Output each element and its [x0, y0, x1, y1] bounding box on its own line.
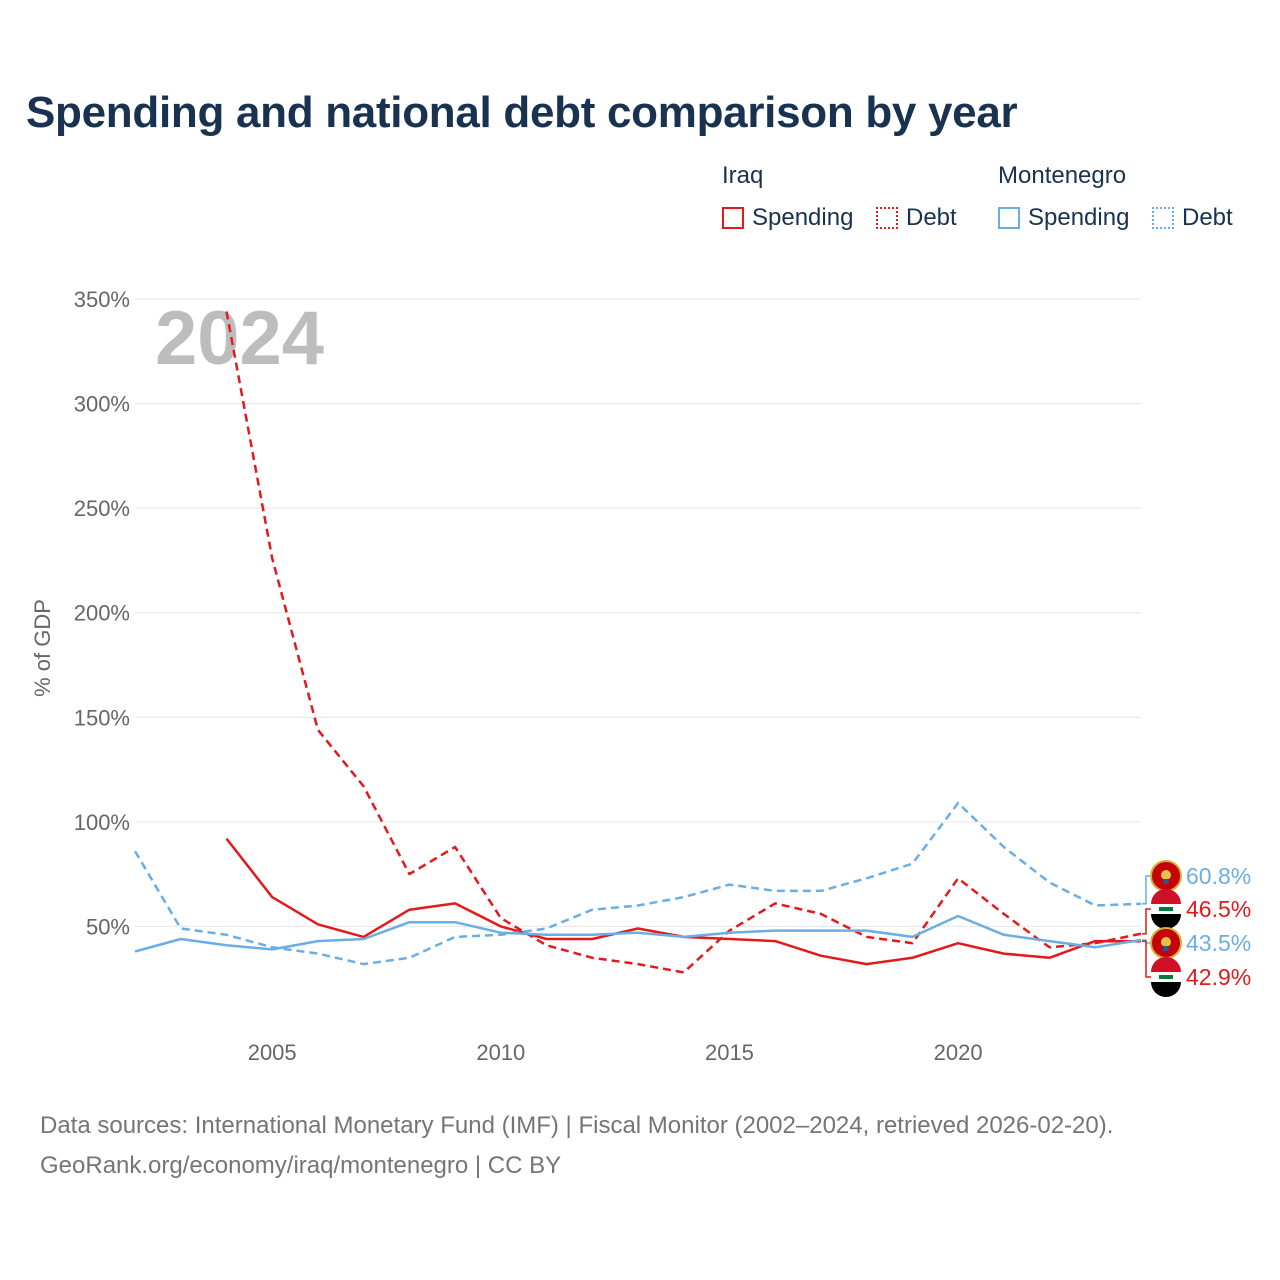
- legend-iraq-title: Iraq: [722, 162, 764, 189]
- legend-iraq-spending[interactable]: Spending: [722, 204, 853, 232]
- gridlines: [135, 298, 1141, 927]
- dotted-swatch-icon: [876, 207, 898, 229]
- end-value-label: 43.5%: [1186, 930, 1251, 956]
- iraq-flag-icon: [1151, 957, 1181, 997]
- end-value-label: 60.8%: [1186, 863, 1251, 889]
- montenegro-flag-icon: [1150, 927, 1182, 959]
- solid-swatch-icon: [998, 207, 1020, 229]
- legend-montenegro-spending-label: Spending: [1028, 204, 1130, 231]
- montenegro-spending-line[interactable]: [134, 914, 1142, 953]
- y-tick-label: 350%: [74, 287, 130, 312]
- y-tick-label: 250%: [74, 496, 130, 521]
- end-label-connector: [1142, 875, 1151, 905]
- dotted-swatch-icon: [1152, 207, 1174, 229]
- end-label-connector: [1142, 908, 1151, 935]
- legend-montenegro-spending[interactable]: Spending: [998, 204, 1129, 232]
- y-axis-label: % of GDP: [30, 599, 55, 697]
- legend-montenegro-debt-label: Debt: [1182, 204, 1233, 231]
- y-tick-label: 50%: [86, 914, 130, 939]
- y-tick-label: 100%: [74, 810, 130, 835]
- legend-iraq-spending-label: Spending: [752, 204, 854, 231]
- montenegro-debt-line[interactable]: [133, 801, 1142, 966]
- y-axis-ticks: 50% 100% 150% 200% 250% 300% 350%: [74, 287, 130, 939]
- legend-montenegro-debt[interactable]: Debt: [1152, 204, 1233, 232]
- legend-iraq: Iraq Spending Debt: [722, 162, 982, 242]
- attribution-link[interactable]: GeoRank.org/economy/iraq/montenegro | CC…: [40, 1152, 562, 1179]
- y-tick-label: 200%: [74, 601, 130, 626]
- iraq-flag-icon: [1151, 889, 1181, 929]
- y-tick-label: 150%: [74, 705, 130, 730]
- chart-title: Spending and national debt comparison by…: [26, 88, 1018, 137]
- x-tick-label: 2005: [248, 1040, 297, 1065]
- legend-iraq-debt[interactable]: Debt: [876, 204, 957, 232]
- x-tick-label: 2020: [934, 1040, 983, 1065]
- series-lines: [133, 311, 1142, 974]
- end-value-label: 46.5%: [1186, 896, 1251, 922]
- x-tick-label: 2010: [476, 1040, 525, 1065]
- iraq-debt-line[interactable]: [225, 311, 1142, 974]
- footer: Data sources: International Monetary Fun…: [40, 1106, 1113, 1186]
- legend-montenegro: Montenegro Spending Debt: [998, 162, 1258, 242]
- solid-swatch-icon: [722, 207, 744, 229]
- montenegro-flag-icon: [1150, 860, 1182, 892]
- x-tick-label: 2015: [705, 1040, 754, 1065]
- iraq-spending-line[interactable]: [225, 837, 1142, 966]
- legend-iraq-debt-label: Debt: [906, 204, 957, 231]
- end-value-label: 42.9%: [1186, 964, 1251, 990]
- line-chart: 50% 100% 150% 200% 250% 300% 350% 2005 2010 2015…: [30, 287, 1251, 1065]
- end-label-connector: [1142, 940, 1151, 978]
- y-tick-label: 300%: [74, 392, 130, 417]
- legend-montenegro-title: Montenegro: [998, 162, 1127, 189]
- x-axis-ticks: 2005 2010 2015 2020: [248, 1040, 983, 1065]
- end-labels: 60.8% 46.5% 43.5% 42.9%: [1142, 860, 1251, 997]
- year-label: 2024: [155, 296, 324, 381]
- data-source-note: Data sources: International Monetary Fun…: [40, 1112, 1114, 1139]
